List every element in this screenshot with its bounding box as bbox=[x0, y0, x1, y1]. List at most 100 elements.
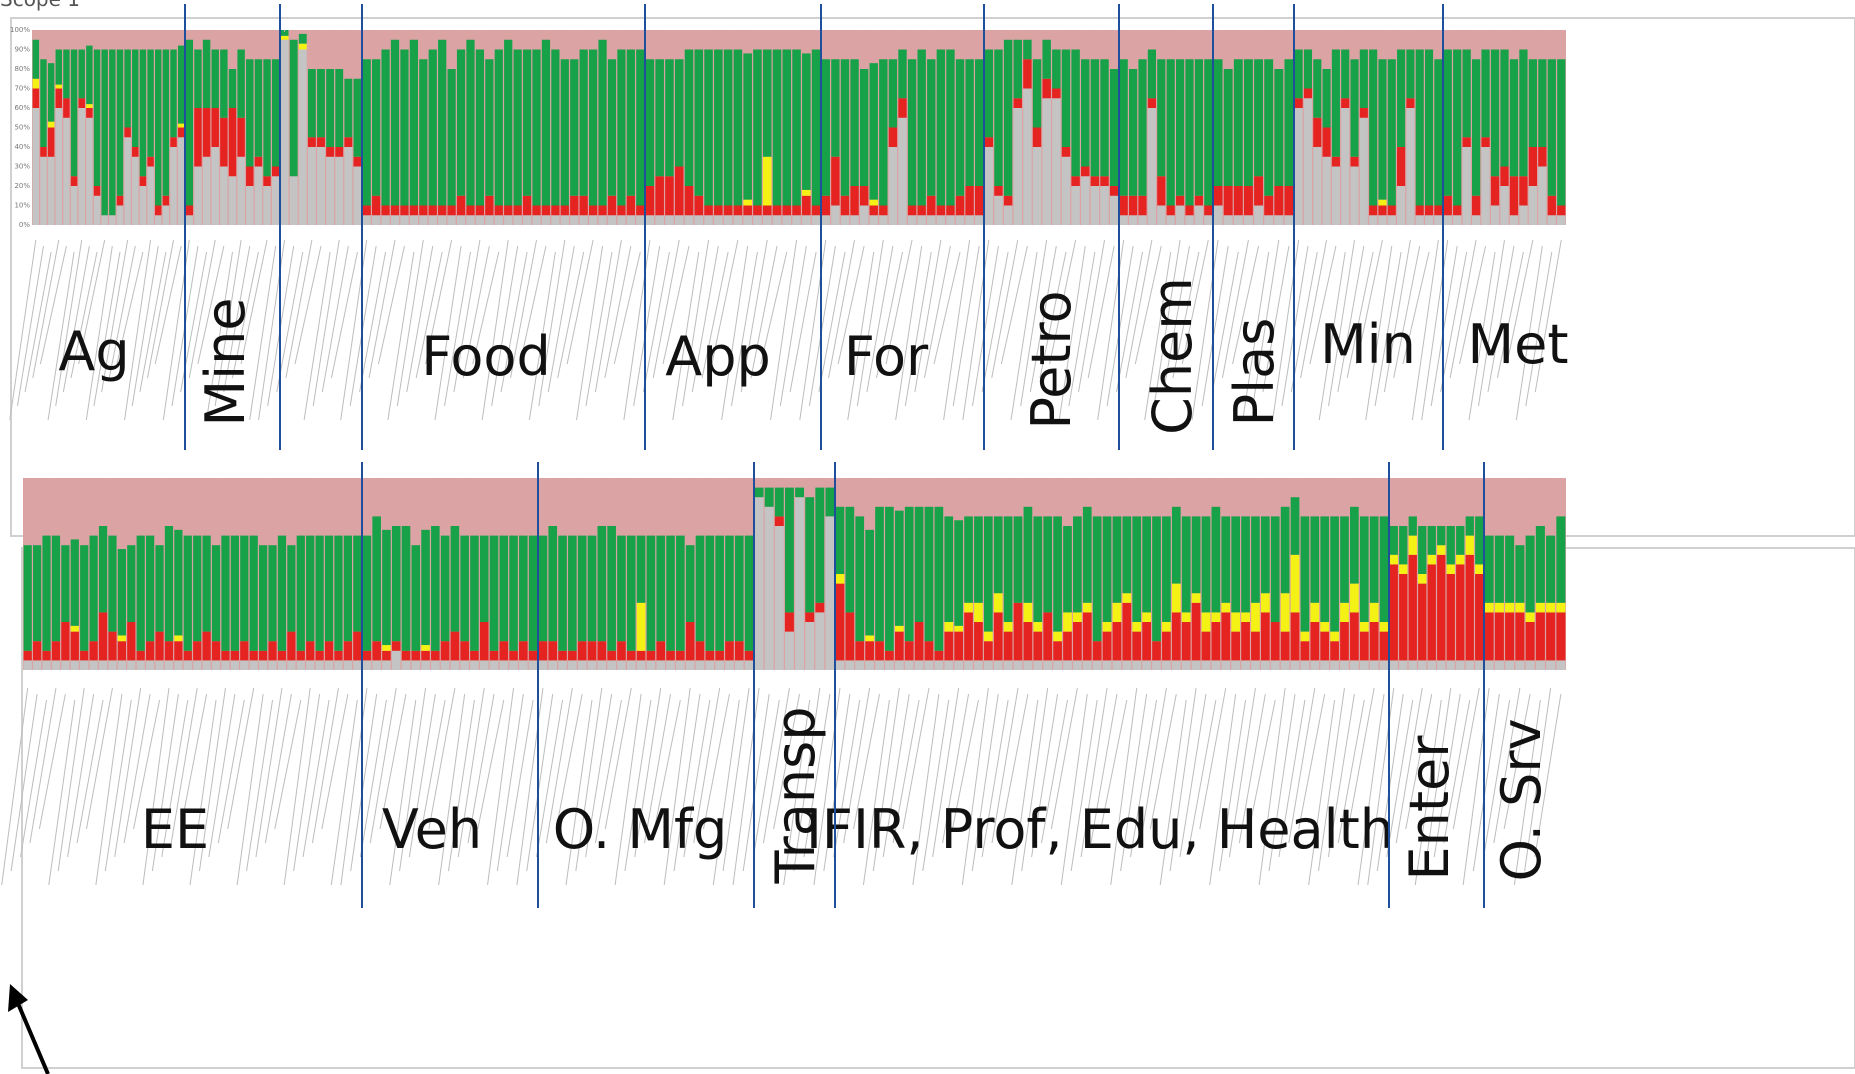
bar-segment-green bbox=[1415, 49, 1424, 206]
bar-segment-red bbox=[1500, 166, 1509, 186]
bar-segment-red bbox=[598, 205, 607, 216]
sector-label: Min bbox=[1320, 313, 1416, 376]
bar-segment-red bbox=[1132, 631, 1142, 661]
bar-segment-red bbox=[32, 88, 40, 108]
bar-segment-green bbox=[875, 506, 884, 642]
bar-segment-gray bbox=[1406, 108, 1415, 225]
top-sector-dividers bbox=[184, 4, 1444, 450]
bar-segment-yellow bbox=[1320, 622, 1330, 632]
bar-segment-gray bbox=[1003, 660, 1013, 670]
bar-segment-red bbox=[1475, 574, 1484, 661]
bar-segment-green bbox=[560, 59, 569, 206]
bar-segment-green bbox=[456, 49, 466, 196]
bar-segment-red bbox=[315, 650, 324, 661]
bar-segment-red bbox=[1310, 622, 1320, 661]
bar-segment-gray bbox=[1303, 98, 1313, 225]
bar-segment-gray bbox=[249, 660, 258, 670]
bar-segment-red bbox=[936, 205, 946, 216]
bar-segment-gray bbox=[1546, 660, 1556, 670]
bar-segment-green bbox=[1243, 59, 1253, 186]
bar-segment-green bbox=[164, 526, 174, 642]
bar-segment-green bbox=[924, 506, 934, 642]
category-label-line bbox=[1337, 699, 1365, 844]
bar-segment-red bbox=[220, 117, 228, 167]
category-label-line bbox=[730, 251, 758, 407]
bar-segment-green bbox=[1191, 516, 1201, 594]
bar-segment-green bbox=[296, 535, 305, 651]
bar-segment-gray bbox=[1063, 660, 1072, 670]
bar-segment-green bbox=[1013, 39, 1022, 99]
bar-segment-red bbox=[1176, 195, 1185, 206]
category-label-line bbox=[1405, 693, 1433, 830]
bar-segment-red bbox=[1280, 631, 1290, 661]
category-label-line bbox=[170, 687, 198, 844]
category-label-line bbox=[418, 699, 446, 844]
bar-segment-green bbox=[362, 535, 372, 651]
bar-segment-gray bbox=[694, 215, 704, 225]
category-label-line bbox=[1483, 699, 1511, 858]
bar-segment-green bbox=[1201, 516, 1211, 613]
bar-segment-gray bbox=[70, 660, 79, 670]
bar-segment-green bbox=[447, 69, 456, 206]
bar-segment-green bbox=[259, 545, 268, 651]
bar-segment-green bbox=[139, 49, 147, 177]
sector-label: O. Mfg bbox=[553, 798, 728, 861]
bar-segment-gray bbox=[1194, 205, 1203, 225]
bar-segment-green bbox=[1090, 59, 1100, 177]
bar-segment-green bbox=[155, 545, 164, 632]
bar-segment-gray bbox=[676, 660, 685, 670]
bar-segment-gray bbox=[1350, 166, 1359, 225]
bar-segment-green bbox=[879, 59, 888, 206]
category-label-line bbox=[1393, 245, 1421, 379]
category-label-line bbox=[415, 251, 443, 379]
bar-segment-gray bbox=[1456, 660, 1465, 670]
bar-segment-gray bbox=[1556, 660, 1566, 670]
bar-segment-yellow bbox=[1340, 602, 1349, 622]
category-label-line bbox=[951, 699, 979, 830]
bar-segment-gray bbox=[194, 166, 202, 225]
figure-header: Scope 1 bbox=[0, 0, 80, 11]
bar-segment-gray bbox=[850, 215, 859, 225]
bar-segment-red bbox=[1294, 98, 1303, 108]
bar-segment-yellow bbox=[1535, 602, 1545, 613]
bar-segment-red bbox=[1254, 176, 1264, 206]
bar-segment-red bbox=[1213, 186, 1223, 206]
bar-segment-red bbox=[1397, 147, 1406, 186]
bar-segment-green bbox=[744, 535, 754, 651]
bar-segment-red bbox=[955, 195, 965, 216]
bar-segment-gray bbox=[1320, 660, 1330, 670]
bar-segment-red bbox=[782, 205, 792, 216]
bar-segment-gray bbox=[324, 660, 334, 670]
bar-segment-yellow bbox=[993, 593, 1003, 613]
bar-segment-red bbox=[240, 641, 249, 661]
y-tick-label: 10% bbox=[14, 202, 30, 210]
bar-segment-red bbox=[1484, 612, 1494, 661]
bar-segment-red bbox=[568, 650, 577, 661]
bar-segment-red bbox=[904, 641, 914, 661]
bar-segment-red bbox=[513, 205, 522, 216]
bar-segment-gray bbox=[1313, 147, 1322, 225]
category-label-line bbox=[1, 687, 29, 886]
bar-segment-gray bbox=[984, 147, 994, 225]
bar-segment-red bbox=[136, 650, 145, 661]
category-label-line bbox=[1443, 699, 1471, 844]
category-label-line bbox=[923, 245, 951, 379]
bar-segment-green bbox=[1528, 59, 1538, 147]
bar-segment-gray bbox=[1505, 660, 1515, 670]
bar-segment-gray bbox=[1254, 205, 1264, 225]
bar-segment-gray bbox=[334, 660, 343, 670]
bar-segment-green bbox=[725, 535, 734, 642]
bar-segment-red bbox=[1557, 205, 1566, 216]
bar-segment-green bbox=[733, 49, 743, 206]
bar-segment-red bbox=[607, 195, 617, 216]
category-label-line bbox=[1144, 251, 1172, 421]
bar-segment-red bbox=[23, 650, 32, 661]
bar-segment-gray bbox=[1191, 660, 1201, 670]
bar-segment-green bbox=[146, 535, 155, 642]
bar-segment-red bbox=[362, 205, 371, 216]
bar-segment-gray bbox=[917, 215, 926, 225]
bar-segment-yellow bbox=[55, 84, 62, 89]
category-label-line bbox=[214, 239, 242, 407]
bar-segment-green bbox=[1369, 49, 1378, 206]
bar-segment-red bbox=[268, 641, 277, 661]
